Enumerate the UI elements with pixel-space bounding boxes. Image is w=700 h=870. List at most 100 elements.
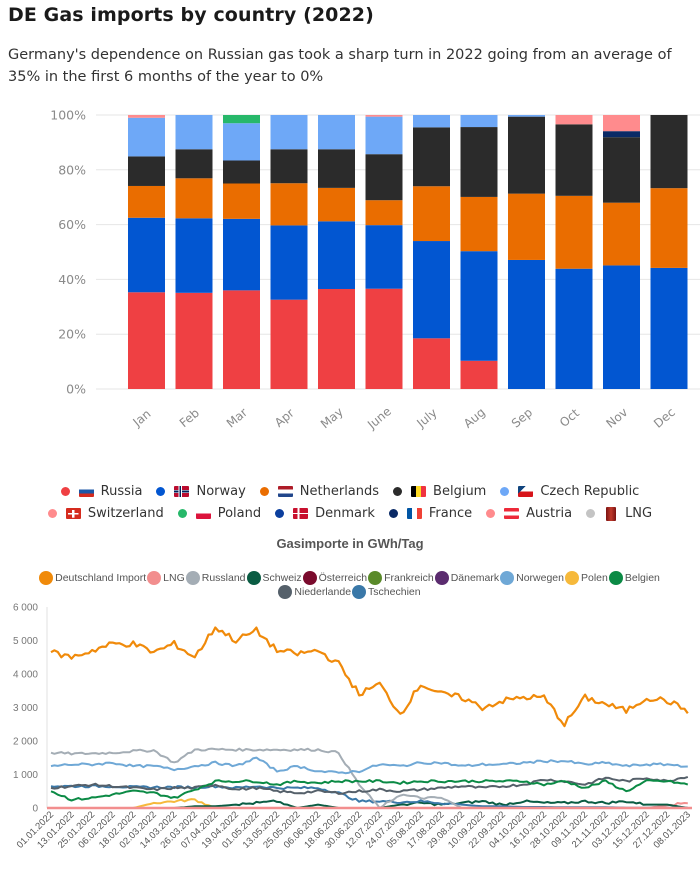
legend-item-russia[interactable]: Russia xyxy=(60,484,142,499)
bar-segment-belgium[interactable] xyxy=(555,124,593,196)
legend-item-switzerland[interactable]: Switzerland xyxy=(47,506,164,521)
bar-segment-czech-republic[interactable] xyxy=(128,117,165,157)
legend-item-belgien[interactable]: Belgien xyxy=(608,571,660,585)
bar-segment-belgium[interactable] xyxy=(508,116,545,194)
bar-segment-netherlands[interactable] xyxy=(413,186,450,242)
bar-stack-jan[interactable] xyxy=(128,115,165,389)
bar-stack-dec[interactable] xyxy=(650,115,688,389)
bar-stack-oct[interactable] xyxy=(555,115,593,389)
bar-stack-nov[interactable] xyxy=(603,115,640,389)
bar-segment-netherlands[interactable] xyxy=(223,183,260,219)
bar-segment-czech-republic[interactable] xyxy=(508,115,545,117)
bar-segment-netherlands[interactable] xyxy=(318,187,355,222)
line-series-norwegen[interactable] xyxy=(50,756,688,775)
bar-segment-belgium[interactable] xyxy=(460,127,498,197)
legend-item-niederlande[interactable]: Niederlande xyxy=(278,585,351,599)
bar-segment-norway[interactable] xyxy=(650,267,688,389)
bar-segment-russia[interactable] xyxy=(128,292,165,389)
bar-stack-sep[interactable] xyxy=(508,115,545,389)
legend-item-denmark[interactable]: Denmark xyxy=(275,506,375,521)
bar-segment-czech-republic[interactable] xyxy=(460,115,498,128)
bar-segment-austria[interactable] xyxy=(128,115,165,118)
bar-segment-norway[interactable] xyxy=(508,259,545,389)
bar-segment-czech-republic[interactable] xyxy=(223,123,260,161)
bar-segment-netherlands[interactable] xyxy=(508,193,545,260)
legend-item-belgium[interactable]: Belgium xyxy=(393,484,486,499)
bar-stack-mar[interactable] xyxy=(223,115,260,389)
bar-segment-netherlands[interactable] xyxy=(650,188,688,268)
bar-segment-russia[interactable] xyxy=(413,338,450,389)
legend-item-deutschland-import[interactable]: Deutschland Import xyxy=(39,571,146,585)
bar-segment-belgium[interactable] xyxy=(223,160,260,184)
legend-item-frankreich[interactable]: Frankreich xyxy=(368,571,434,585)
bar-segment-austria[interactable] xyxy=(555,115,593,125)
bar-segment-poland[interactable] xyxy=(223,115,260,124)
bar-segment-norway[interactable] xyxy=(223,218,260,291)
bar-segment-norway[interactable] xyxy=(128,217,165,293)
bar-segment-belgium[interactable] xyxy=(318,149,355,188)
bar-segment-netherlands[interactable] xyxy=(460,196,498,252)
bar-segment-norway[interactable] xyxy=(413,241,450,339)
line-series-niederlande[interactable] xyxy=(50,775,689,795)
bar-segment-belgium[interactable] xyxy=(650,115,688,189)
bar-segment-czech-republic[interactable] xyxy=(175,115,213,150)
line-series-polen[interactable] xyxy=(51,798,688,809)
bar-segment-austria[interactable] xyxy=(365,115,403,117)
legend-item-lng[interactable]: LNG xyxy=(147,571,185,585)
bar-segment-norway[interactable] xyxy=(318,221,355,289)
bar-segment-czech-republic[interactable] xyxy=(365,116,403,155)
bar-segment-russia[interactable] xyxy=(460,360,498,389)
bar-segment-netherlands[interactable] xyxy=(270,183,308,226)
bar-segment-russia[interactable] xyxy=(175,292,213,389)
bar-segment-norway[interactable] xyxy=(365,225,403,289)
legend-item-lng[interactable]: LNG xyxy=(586,506,652,521)
bar-stack-may[interactable] xyxy=(318,115,355,389)
legend-item-norway[interactable]: Norway xyxy=(156,484,246,499)
line-series-deutschland-import[interactable] xyxy=(50,626,689,728)
bar-segment-czech-republic[interactable] xyxy=(270,115,308,150)
legend-item-norwegen[interactable]: Norwegen xyxy=(500,571,564,585)
bar-segment-norway[interactable] xyxy=(555,268,593,389)
legend-item-czech-republic[interactable]: Czech Republic xyxy=(500,484,639,499)
bar-segment-austria[interactable] xyxy=(603,115,640,132)
bar-segment-belgium[interactable] xyxy=(270,149,308,184)
bar-stack-aug[interactable] xyxy=(460,115,498,389)
line-series-belgien[interactable] xyxy=(50,779,689,802)
line-series-russland[interactable] xyxy=(50,747,688,809)
bar-segment-czech-republic[interactable] xyxy=(413,115,450,128)
legend-item-netherlands[interactable]: Netherlands xyxy=(259,484,379,499)
bar-segment-russia[interactable] xyxy=(223,290,260,389)
legend-item-österreich[interactable]: Österreich xyxy=(302,571,367,585)
bar-segment-russia[interactable] xyxy=(365,288,403,389)
bar-segment-netherlands[interactable] xyxy=(128,185,165,218)
bar-segment-czech-republic[interactable] xyxy=(318,115,355,150)
bar-segment-russia[interactable] xyxy=(318,288,355,389)
bar-segment-belgium[interactable] xyxy=(365,154,403,201)
bar-segment-netherlands[interactable] xyxy=(603,202,640,266)
bar-segment-norway[interactable] xyxy=(460,251,498,361)
line-series-schweiz[interactable] xyxy=(51,799,688,809)
legend-item-schweiz[interactable]: Schweiz xyxy=(246,571,302,585)
legend-item-polen[interactable]: Polen xyxy=(565,571,608,585)
bar-stack-feb[interactable] xyxy=(175,115,213,389)
bar-stack-june[interactable] xyxy=(365,115,403,389)
bar-stack-apr[interactable] xyxy=(270,115,308,389)
legend-item-austria[interactable]: Austria xyxy=(486,506,572,521)
legend-item-france[interactable]: France xyxy=(388,506,472,521)
bar-segment-russia[interactable] xyxy=(270,299,308,389)
bar-stack-july[interactable] xyxy=(413,115,450,389)
line-series-tschechien[interactable] xyxy=(50,784,688,809)
legend-item-russland[interactable]: Russland xyxy=(185,571,246,585)
bar-segment-netherlands[interactable] xyxy=(555,195,593,269)
bar-segment-france[interactable] xyxy=(603,131,640,138)
bar-segment-belgium[interactable] xyxy=(128,156,165,186)
bar-segment-norway[interactable] xyxy=(603,265,640,389)
bar-segment-norway[interactable] xyxy=(270,225,308,300)
line-series-lng[interactable] xyxy=(51,802,688,809)
bar-segment-norway[interactable] xyxy=(175,218,213,293)
legend-item-tschechien[interactable]: Tschechien xyxy=(352,585,421,599)
bar-segment-netherlands[interactable] xyxy=(175,178,213,219)
bar-segment-netherlands[interactable] xyxy=(365,200,403,226)
bar-segment-belgium[interactable] xyxy=(603,137,640,203)
bar-segment-belgium[interactable] xyxy=(175,149,213,179)
